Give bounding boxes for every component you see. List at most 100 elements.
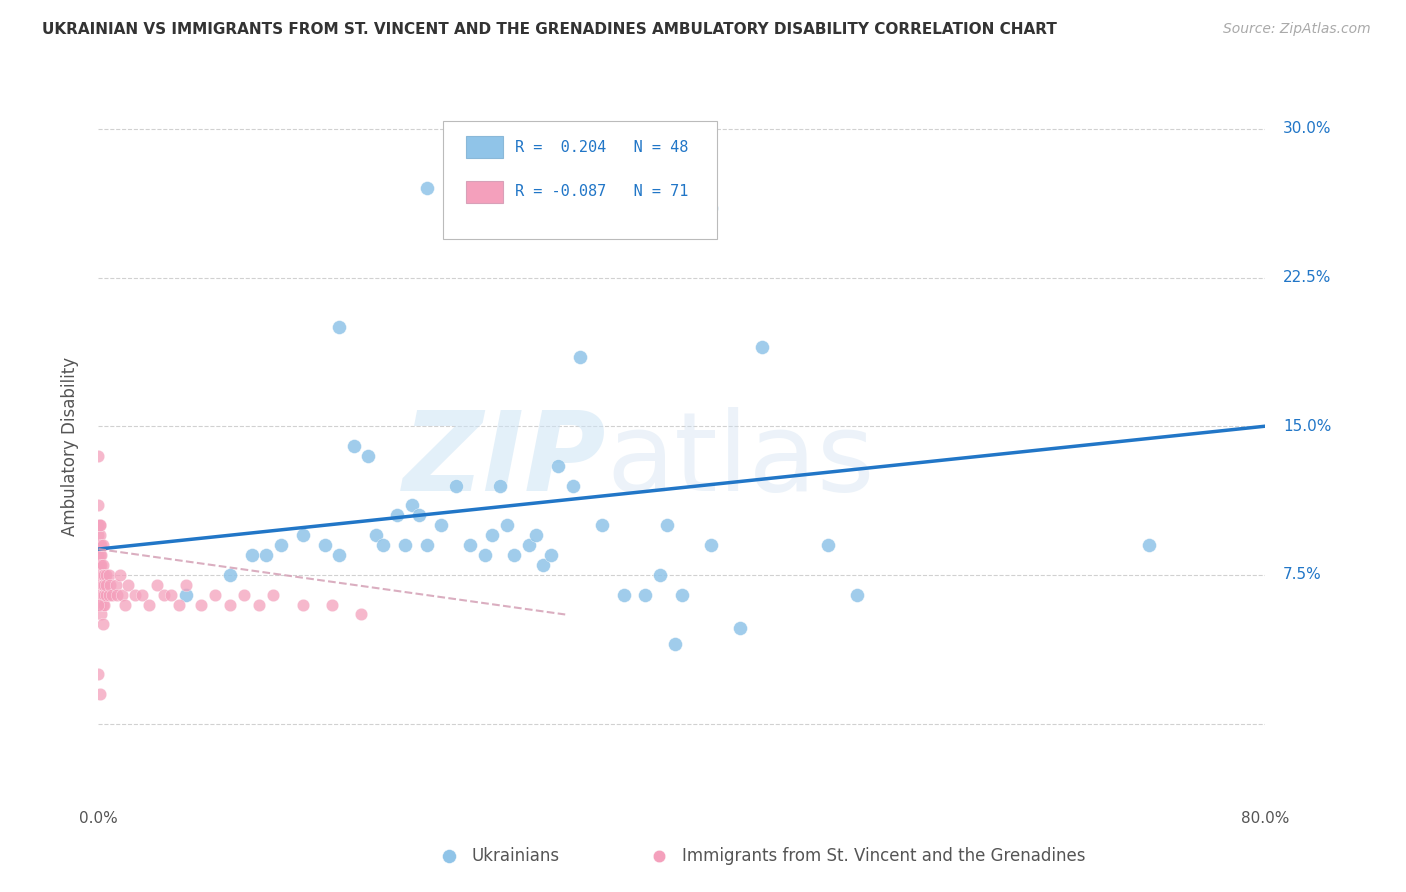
Point xyxy=(517,538,540,552)
Point xyxy=(89,598,111,612)
Text: 7.5%: 7.5% xyxy=(1282,567,1322,582)
Point xyxy=(845,588,868,602)
Point xyxy=(321,598,343,612)
Text: R = -0.087   N = 71: R = -0.087 N = 71 xyxy=(515,185,689,200)
Point xyxy=(503,548,526,562)
Point xyxy=(87,558,110,572)
Point xyxy=(648,567,671,582)
Point xyxy=(89,528,111,542)
Point xyxy=(94,588,117,602)
Point xyxy=(460,538,482,552)
Point xyxy=(314,538,336,552)
Point xyxy=(90,548,112,562)
Point xyxy=(240,548,263,562)
Point xyxy=(671,588,693,602)
Text: Ukrainians: Ukrainians xyxy=(472,847,560,865)
Point xyxy=(218,598,240,612)
Point xyxy=(90,607,112,622)
Point xyxy=(138,598,160,612)
Point xyxy=(89,578,111,592)
Point xyxy=(87,588,110,602)
Point xyxy=(91,588,114,602)
Point xyxy=(89,687,111,701)
Point xyxy=(93,578,115,592)
Point xyxy=(700,201,723,215)
Point xyxy=(87,518,110,533)
Point xyxy=(111,588,134,602)
Point xyxy=(174,588,197,602)
Point xyxy=(233,588,256,602)
Point xyxy=(495,518,517,533)
Point xyxy=(664,637,686,651)
Text: R =  0.204   N = 48: R = 0.204 N = 48 xyxy=(515,139,689,154)
Point xyxy=(531,142,554,156)
Point xyxy=(1137,538,1160,552)
Point xyxy=(91,578,114,592)
Point xyxy=(91,617,114,632)
Point xyxy=(90,588,112,602)
Point xyxy=(291,528,314,542)
Point xyxy=(87,667,110,681)
Point xyxy=(117,578,139,592)
Point xyxy=(104,578,127,592)
Point xyxy=(547,458,569,473)
Point xyxy=(561,478,583,492)
Point xyxy=(97,588,120,602)
Point xyxy=(89,558,111,572)
Point xyxy=(89,518,111,533)
Point xyxy=(218,567,240,582)
FancyBboxPatch shape xyxy=(465,136,503,159)
Point xyxy=(357,449,380,463)
Point xyxy=(270,538,292,552)
Point xyxy=(98,578,121,592)
Point xyxy=(291,598,314,612)
Point xyxy=(444,478,467,492)
Point xyxy=(371,538,394,552)
Point xyxy=(568,350,591,364)
Point xyxy=(401,499,423,513)
Point xyxy=(394,538,416,552)
FancyBboxPatch shape xyxy=(443,121,717,239)
Point xyxy=(262,588,284,602)
Point xyxy=(540,548,562,562)
Point xyxy=(91,538,114,552)
Point xyxy=(87,538,110,552)
Point xyxy=(87,598,110,612)
Point xyxy=(153,588,176,602)
Point xyxy=(91,558,114,572)
Point xyxy=(131,588,153,602)
Text: ZIP: ZIP xyxy=(402,407,606,514)
Point xyxy=(89,538,111,552)
Point xyxy=(89,518,111,533)
Point xyxy=(634,588,657,602)
Point xyxy=(94,567,117,582)
Point xyxy=(430,518,453,533)
Point xyxy=(751,340,773,354)
Point xyxy=(488,478,510,492)
Point xyxy=(728,621,751,635)
Point xyxy=(204,588,226,602)
Point xyxy=(657,518,679,533)
Point xyxy=(87,499,110,513)
Point xyxy=(787,865,810,880)
Text: atlas: atlas xyxy=(606,407,875,514)
Point xyxy=(408,508,430,523)
Point xyxy=(89,567,111,582)
Text: 15.0%: 15.0% xyxy=(1282,418,1331,434)
Point xyxy=(87,449,110,463)
Point xyxy=(90,558,112,572)
Point xyxy=(591,518,613,533)
Point xyxy=(700,538,723,552)
Point xyxy=(350,607,373,622)
Point xyxy=(124,588,146,602)
Point xyxy=(91,598,114,612)
FancyBboxPatch shape xyxy=(465,180,503,203)
Point xyxy=(328,548,350,562)
Point xyxy=(817,538,839,552)
Point xyxy=(87,548,110,562)
Point xyxy=(247,598,270,612)
Point xyxy=(387,508,409,523)
Point xyxy=(174,578,197,592)
Point xyxy=(146,578,169,592)
Point xyxy=(481,528,503,542)
